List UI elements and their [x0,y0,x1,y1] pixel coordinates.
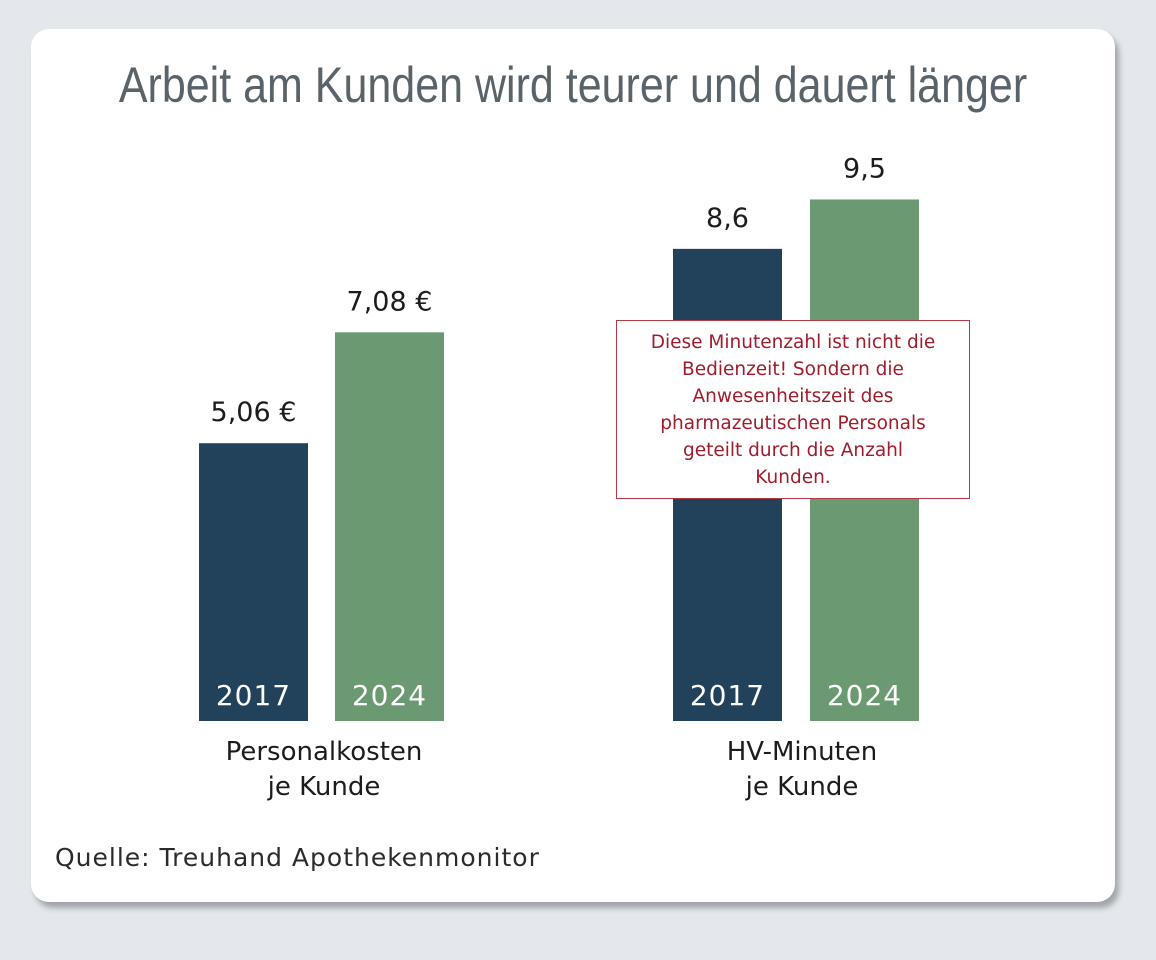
bar-year-label: 2024 [827,679,902,712]
group-label-line: je Kunde [267,772,381,802]
bar-year-label: 2017 [216,679,291,712]
bar-0-2017 [199,443,308,721]
group-label-line: Personalkosten [225,737,423,767]
annotation-line: Diese Minutenzahl ist nicht die [650,332,936,353]
bar-year-label: 2024 [352,679,427,712]
group-label-hv-minuten: HV-Minuten je Kunde [652,735,952,805]
bar-value-label: 9,5 [843,153,886,184]
source-note: Quelle: Treuhand Apothekenmonitor [55,843,540,872]
bar-0-2024 [335,332,444,721]
bar-value-label: 8,6 [706,203,749,234]
annotation-line: Kunden. [755,467,831,488]
bar-value-label: 7,08 € [347,286,433,317]
annotation-line: pharmazeutischen Personals [660,413,926,434]
group-label-line: je Kunde [745,772,859,802]
annotation-box: Diese Minutenzahl ist nicht die Bedienze… [616,320,970,499]
group-label-personalkosten: Personalkosten je Kunde [174,735,474,805]
annotation-line: geteilt durch die Anzahl [682,440,904,461]
chart-title: Arbeit am Kunden wird teurer und dauert … [118,57,1028,113]
annotation-line: Bedienzeit! Sondern die [682,359,904,380]
bar-value-label: 5,06 € [211,397,297,428]
annotation-line: Anwesenheitszeit des [692,386,894,407]
group-label-line: HV-Minuten [726,737,878,767]
bar-year-label: 2017 [690,679,765,712]
